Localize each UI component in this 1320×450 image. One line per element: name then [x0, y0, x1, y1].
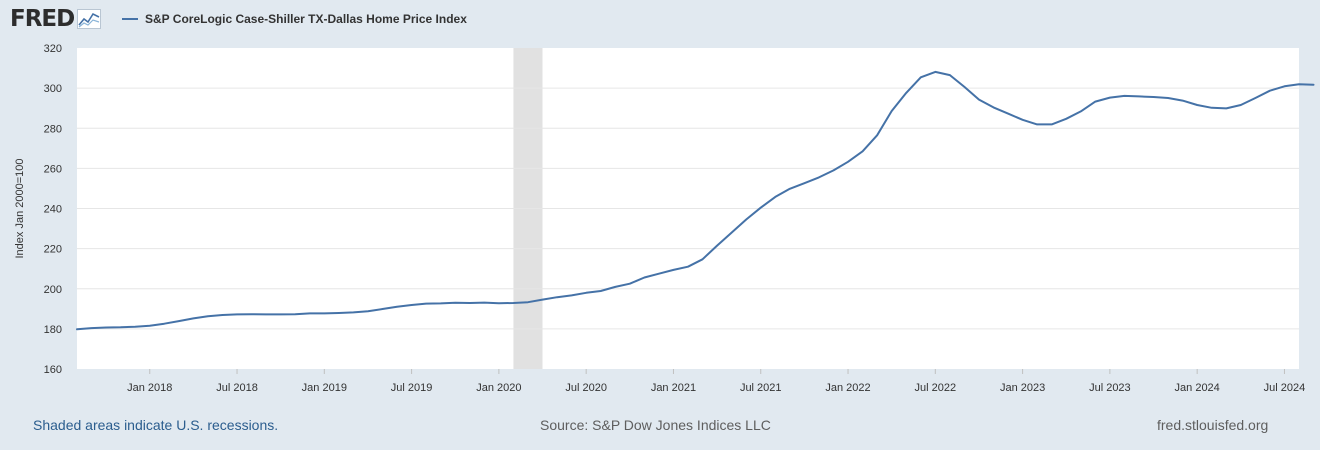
x-tick-label: Jul 2020: [565, 382, 607, 394]
fred-logo[interactable]: FRED: [10, 6, 102, 32]
y-tick-label: 300: [44, 83, 62, 95]
fred-chart-icon: [77, 9, 102, 29]
chart-header: FRED S&P CoreLogic Case-Shiller TX-Dalla…: [0, 0, 1320, 40]
source-text: Source: S&P Dow Jones Indices LLC: [540, 417, 771, 433]
x-tick-label: Jan 2024: [1175, 382, 1220, 394]
y-tick-label: 260: [44, 163, 62, 175]
y-axis-label: Index Jan 2000=100: [14, 158, 26, 258]
x-tick-label: Jul 2018: [216, 382, 258, 394]
legend-line-swatch: [122, 18, 138, 20]
y-tick-label: 160: [44, 364, 62, 376]
x-tick-label: Jan 2022: [825, 382, 870, 394]
x-tick-label: Jul 2024: [1264, 382, 1306, 394]
x-tick-label: Jul 2021: [740, 382, 782, 394]
site-url: fred.stlouisfed.org: [1157, 417, 1269, 433]
x-tick-label: Jan 2018: [127, 382, 172, 394]
y-tick-label: 240: [44, 204, 62, 216]
y-tick-label: 200: [44, 284, 62, 296]
x-tick-label: Jul 2022: [915, 382, 957, 394]
line-chart: 160 180 200 220 240 260 280 300 320 Jan 2018 Jul 2…: [14, 43, 1315, 394]
y-tick-label: 320: [44, 43, 62, 55]
y-tick-label: 220: [44, 244, 62, 256]
legend-series-label: S&P CoreLogic Case-Shiller TX-Dallas Hom…: [145, 12, 467, 26]
x-tick-label: Jan 2023: [1000, 382, 1045, 394]
x-tick-label: Jul 2019: [391, 382, 433, 394]
x-tick-label: Jan 2019: [302, 382, 347, 394]
series-line: [76, 70, 1315, 331]
fred-logo-text: FRED: [10, 6, 75, 32]
x-tick-label: Jul 2023: [1089, 382, 1131, 394]
recession-note-link[interactable]: Shaded areas indicate U.S. recessions.: [33, 417, 279, 433]
chart-legend: S&P CoreLogic Case-Shiller TX-Dallas Hom…: [122, 12, 467, 26]
y-tick-label: 180: [44, 324, 62, 336]
x-tick-label: Jan 2020: [476, 382, 521, 394]
y-tick-label: 280: [44, 123, 62, 135]
x-tick-label: Jan 2021: [651, 382, 696, 394]
